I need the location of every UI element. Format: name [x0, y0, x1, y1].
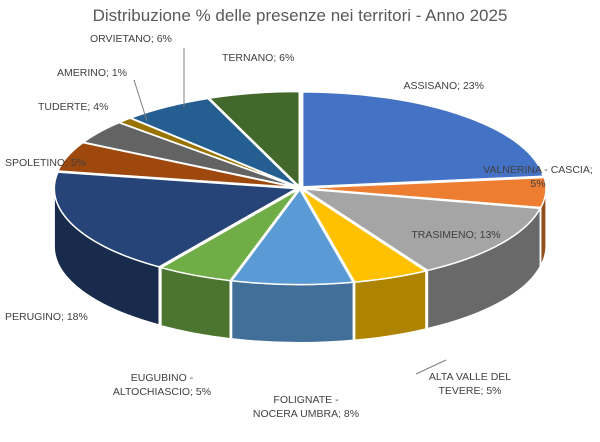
data-label-perugino: PERUGINO; 18% [5, 311, 88, 323]
data-label-ternano: TERNANO; 6% [222, 52, 294, 64]
pie-top-faces [53, 90, 547, 286]
data-label-assisano: ASSISANO; 23% [403, 80, 484, 92]
pie-slice-assisano [301, 91, 545, 188]
data-label-tuderte: TUDERTE; 4% [38, 101, 108, 113]
pie-slice-perugino [53, 171, 299, 268]
data-label-eugubino-altochiascio: EUGUBINO -ALTOCHIASCIO; 5% [113, 372, 211, 398]
data-label-amerino: AMERINO; 1% [57, 67, 127, 79]
pie-side-folignate-nocera-umbra [231, 280, 354, 344]
data-label-trasimeno: TRASIMENO; 13% [411, 229, 500, 241]
data-labels: ASSISANO; 23% VALNERINA - CASCIA; 5% TRASIM… [5, 33, 593, 420]
pie-slice-orvietano [128, 97, 299, 188]
pie-slice-ternano [207, 90, 300, 189]
data-label-folignate-nocera-umbra: FOLIGNATE -NOCERA UMBRA; 8% [253, 394, 359, 420]
leader-line-amerino [133, 79, 148, 122]
chart-title: Distribuzione % delle presenze nei terri… [92, 6, 508, 25]
pie-slice-valnerina-cascia [303, 176, 547, 209]
data-label-valnerina-cascia: VALNERINA - CASCIA; 5% [483, 164, 593, 190]
pie-slice-trasimeno [302, 188, 542, 272]
pie-slice-folignate-nocera-umbra [230, 188, 355, 286]
data-label-spoletino: SPOLETINO; 5% [5, 157, 86, 169]
pie-slice-alta-valle-del-tevere [300, 188, 428, 283]
pie-slice-eugubino-altochiascio [159, 188, 299, 282]
data-label-orvietano: ORVIETANO; 6% [90, 33, 172, 45]
data-label-alta-valle-del-tevere: ALTA VALLE DEL TEVERE; 5% [429, 371, 511, 397]
leader-line-alta-valle-del-tevere [415, 359, 447, 375]
